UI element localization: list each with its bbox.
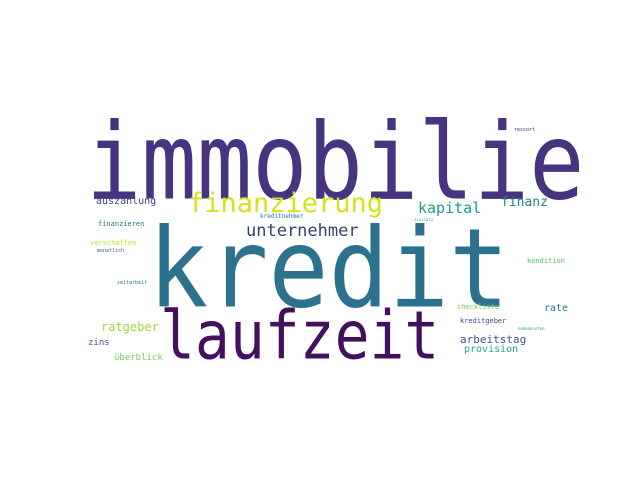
word-provision: provision xyxy=(464,344,519,355)
word-auszahlung: auszahlung xyxy=(96,196,157,207)
word-zinssatz: zinssatz xyxy=(414,217,434,222)
word-kapital: kapital xyxy=(418,199,482,217)
word-kreditgeber: kreditgeber xyxy=(460,317,507,325)
word-finanz: finanz xyxy=(501,195,548,210)
word-nebenkosten: nebenkosten xyxy=(518,326,545,331)
word-rate: rate xyxy=(544,303,569,314)
word-immobilie: immobilie xyxy=(86,100,585,224)
word-kredit: kredit xyxy=(148,204,510,333)
word-ressort: ressort xyxy=(514,127,536,133)
word-ueberblick: überblick xyxy=(114,353,163,363)
word-zins: zins xyxy=(88,338,110,348)
word-finanzieren: finanzieren xyxy=(98,220,145,228)
word-ratgeber: ratgeber xyxy=(101,320,159,334)
word-unternehmer: unternehmer xyxy=(246,221,359,241)
word-checkliste: checkliste xyxy=(457,303,500,311)
word-verschaffen: verschaffen xyxy=(90,239,137,247)
word-kreditnehmer: kreditnehmer xyxy=(260,213,304,220)
word-finanzierung: finanzierung xyxy=(188,188,384,219)
word-monatlich: monatlich xyxy=(97,248,125,254)
word-laufzeit: laufzeit xyxy=(160,296,440,375)
word-kondition: kondition xyxy=(527,257,565,265)
word-zeitarbeit: zeitarbeit xyxy=(117,280,148,286)
word-arbeitstag: arbeitstag xyxy=(460,333,527,346)
